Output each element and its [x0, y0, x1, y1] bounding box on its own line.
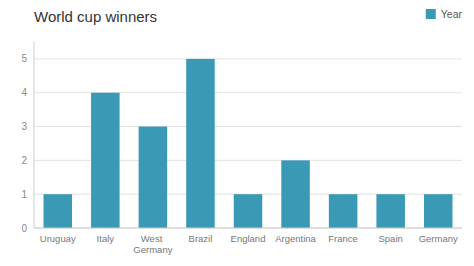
x-tick-label: Uruguay [40, 233, 76, 244]
title: World cup winners [34, 8, 157, 25]
bar [376, 194, 405, 228]
x-tick-label: England [231, 233, 266, 244]
bar [234, 194, 263, 228]
y-tick-label: 3 [21, 121, 27, 132]
bar [329, 194, 358, 228]
y-tick-label: 1 [21, 189, 27, 200]
x-tick-label: France [328, 233, 358, 244]
grid-line [34, 228, 462, 229]
x-tick-label: Germany [419, 233, 458, 244]
y-tick-label: 2 [21, 155, 27, 166]
bar [91, 93, 120, 228]
x-tick-label: West Germany [133, 233, 172, 255]
chart: World cup winners 0 1 2 3 4 5 Uruguay Italy West … [0, 0, 474, 266]
bar [424, 194, 453, 228]
y-axis-line [34, 42, 35, 228]
bar [139, 127, 168, 228]
bar [186, 59, 215, 228]
legend-swatch [426, 9, 436, 19]
y-tick-label: 0 [21, 223, 27, 234]
y-tick-label: 5 [21, 53, 27, 64]
grid [34, 59, 462, 228]
x-tick-label: Argentina [275, 233, 316, 244]
x-tick-label: Brazil [189, 233, 213, 244]
x-tick-label-line: Germany [133, 244, 172, 255]
legend-label: Year [441, 8, 463, 20]
x-tick-label-line: West [141, 233, 165, 244]
x-tick-label: Italy [97, 233, 115, 244]
x-tick-label: Spain [379, 233, 403, 244]
bar [281, 160, 310, 228]
legend: Year [426, 8, 463, 20]
bar [44, 194, 73, 228]
grid-line [34, 58, 462, 59]
x-axis-line [34, 228, 462, 229]
y-tick-label: 4 [21, 87, 27, 98]
